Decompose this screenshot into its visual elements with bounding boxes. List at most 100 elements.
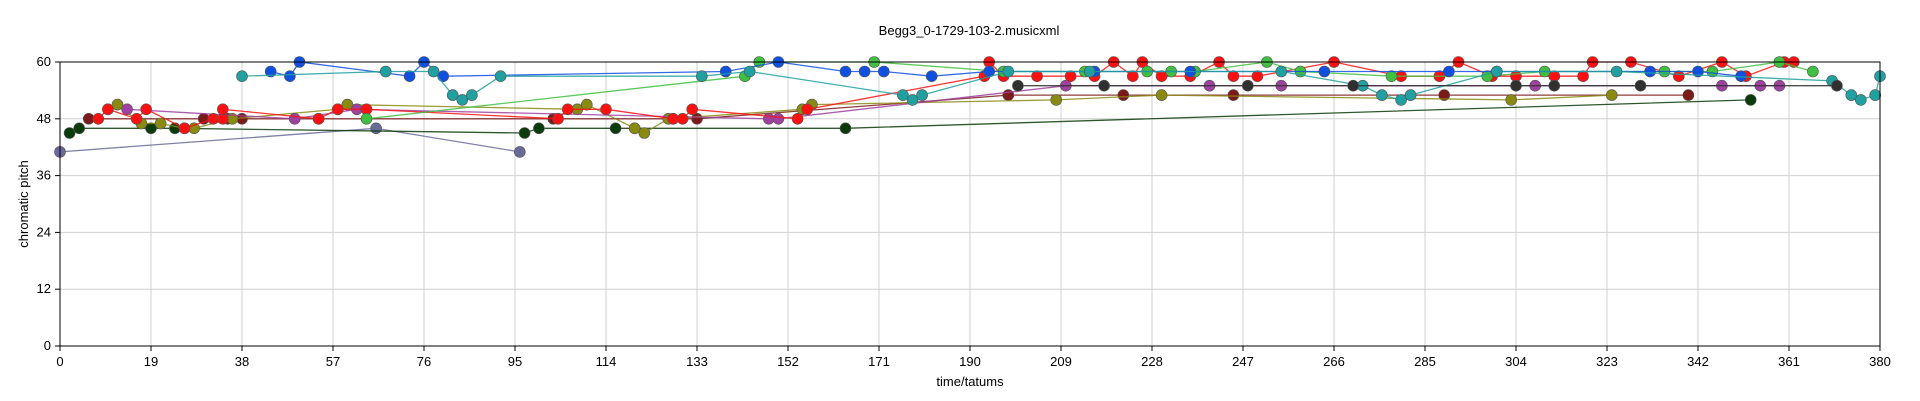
data-point — [145, 122, 157, 135]
data-point — [858, 65, 871, 78]
data-point — [1491, 65, 1503, 78]
data-point — [284, 70, 296, 82]
data-point — [1510, 79, 1522, 92]
data-point — [1610, 65, 1623, 78]
data-point — [1318, 65, 1331, 78]
data-point — [1031, 70, 1043, 82]
x-tick-label: 380 — [1869, 354, 1891, 369]
data-point — [628, 122, 641, 135]
series-line — [69, 99, 1751, 134]
x-tick-label: 133 — [686, 354, 708, 369]
data-point — [466, 89, 478, 101]
data-point — [1682, 89, 1695, 101]
x-tick-label: 190 — [959, 354, 981, 369]
data-point — [217, 103, 229, 116]
y-axis-label: chromatic pitch — [16, 160, 31, 247]
data-point — [1869, 89, 1881, 101]
data-point — [1443, 65, 1455, 78]
data-point — [288, 113, 301, 125]
data-point — [772, 113, 785, 125]
data-point — [1002, 65, 1015, 78]
data-point — [1548, 79, 1561, 92]
y-tick-label: 24 — [37, 224, 51, 239]
data-point — [312, 113, 325, 125]
data-point — [925, 70, 938, 82]
x-tick-label: 304 — [1505, 354, 1527, 369]
data-point — [437, 70, 450, 82]
x-axis-label: time/tatums — [936, 374, 1004, 389]
data-point — [1098, 79, 1110, 92]
data-point — [1395, 94, 1407, 106]
data-point — [1855, 94, 1867, 106]
data-point — [1692, 65, 1704, 78]
x-tick-label: 152 — [777, 354, 799, 369]
data-point — [791, 113, 804, 125]
data-point — [561, 103, 574, 116]
data-point — [370, 122, 382, 135]
y-tick-label: 48 — [37, 111, 51, 126]
data-point — [403, 70, 416, 82]
plot-frame — [59, 61, 1881, 347]
data-point — [111, 98, 124, 111]
data-point — [638, 127, 651, 139]
data-point — [446, 89, 459, 101]
data-point — [1347, 79, 1359, 92]
data-point — [1845, 89, 1858, 101]
data-point — [1606, 89, 1618, 101]
x-tick-label: 38 — [235, 354, 249, 369]
data-point — [743, 65, 756, 78]
x-tick-label: 171 — [868, 354, 890, 369]
x-tick-label: 0 — [56, 354, 63, 369]
x-tick-label: 114 — [596, 354, 617, 369]
data-point — [877, 65, 890, 78]
data-point — [552, 113, 564, 125]
data-point — [839, 122, 852, 135]
data-point — [695, 70, 708, 82]
y-tick-label: 36 — [37, 168, 51, 183]
data-point — [676, 113, 689, 125]
data-point — [494, 70, 507, 82]
data-point — [801, 103, 814, 116]
series-layer — [54, 56, 1886, 158]
data-point — [719, 65, 732, 78]
data-point — [1251, 70, 1264, 82]
data-point — [609, 122, 622, 135]
data-point — [1577, 70, 1589, 82]
data-point — [140, 103, 152, 116]
data-point — [1505, 94, 1517, 106]
data-point — [92, 113, 105, 125]
x-tick-label: 76 — [417, 354, 431, 369]
data-point — [513, 146, 526, 158]
data-point — [360, 113, 373, 125]
data-point — [456, 94, 469, 106]
data-point — [1673, 70, 1685, 82]
data-point — [1807, 65, 1819, 78]
data-point — [102, 103, 114, 116]
ticks: 0 19 38 57 76 95 114 133 152 171 190 209 228 247 266 28… — [37, 54, 1891, 369]
x-tick-label: 285 — [1414, 354, 1436, 369]
data-point — [1634, 79, 1647, 92]
data-point — [1155, 70, 1168, 82]
data-point — [600, 103, 612, 116]
data-point — [1083, 65, 1096, 78]
data-point — [1744, 94, 1757, 106]
data-point — [1050, 94, 1062, 106]
y-tick-label: 12 — [37, 281, 51, 296]
data-point — [427, 65, 440, 78]
data-point — [686, 103, 699, 116]
data-point — [839, 65, 852, 78]
x-tick-label: 57 — [326, 354, 340, 369]
data-point — [130, 113, 143, 125]
data-point — [1242, 79, 1254, 92]
data-point — [1404, 89, 1417, 101]
data-point — [236, 70, 248, 82]
y-tick-label: 0 — [44, 338, 51, 353]
data-point — [1376, 89, 1388, 101]
y-tick-label: 60 — [37, 54, 51, 69]
data-point — [154, 117, 167, 130]
data-point — [73, 122, 85, 135]
data-point — [1064, 70, 1077, 82]
data-point — [916, 89, 928, 101]
